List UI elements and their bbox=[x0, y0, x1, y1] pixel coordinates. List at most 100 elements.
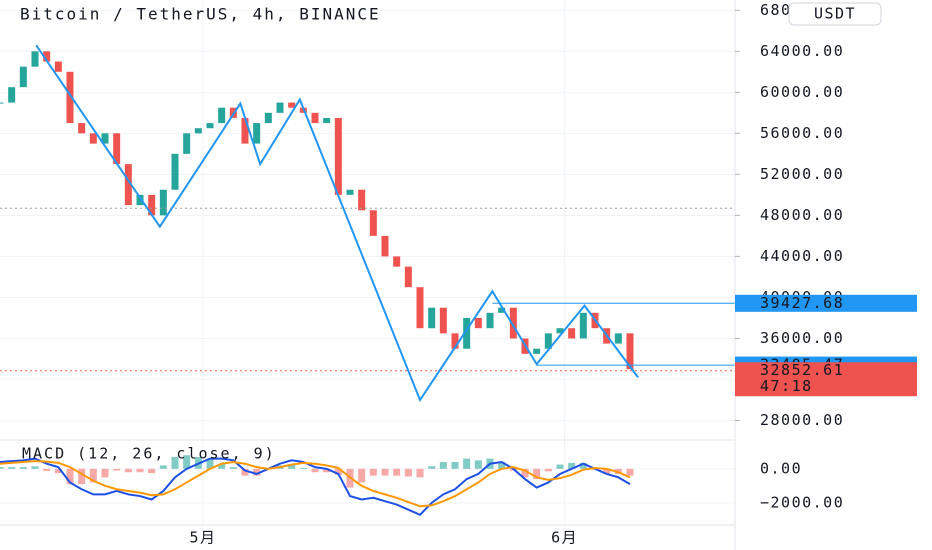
y2-tick-label: 0.00 bbox=[760, 459, 802, 477]
candle bbox=[381, 235, 389, 257]
candle bbox=[334, 117, 342, 195]
candle bbox=[428, 307, 436, 329]
histogram-bar bbox=[113, 468, 121, 471]
histogram-bar bbox=[334, 468, 342, 475]
histogram-bar bbox=[229, 467, 237, 469]
histogram-bar bbox=[474, 460, 482, 469]
candle bbox=[614, 333, 622, 344]
candle bbox=[171, 153, 179, 190]
y-tick-label: 48000.00 bbox=[760, 206, 844, 224]
currency-label[interactable]: USDT bbox=[814, 5, 856, 23]
histogram-bar bbox=[159, 465, 167, 469]
candle bbox=[288, 102, 296, 108]
histogram-bar bbox=[78, 468, 86, 485]
candle bbox=[78, 123, 86, 134]
macd-line bbox=[0, 457, 631, 516]
candle bbox=[194, 128, 202, 134]
histogram-bar bbox=[19, 467, 27, 469]
candle bbox=[0, 102, 4, 104]
histogram-bar bbox=[556, 464, 564, 469]
price-tag bbox=[735, 362, 917, 397]
histogram-bar bbox=[404, 468, 412, 477]
candle bbox=[113, 133, 121, 165]
histogram-bar bbox=[101, 468, 109, 478]
candle bbox=[159, 189, 167, 216]
x-tick-label: 5月 bbox=[189, 529, 216, 547]
histogram-bar bbox=[31, 466, 39, 469]
candle bbox=[509, 307, 517, 339]
plot bbox=[0, 44, 735, 516]
histogram-bar bbox=[533, 468, 541, 480]
candle bbox=[183, 133, 191, 154]
zigzag-line bbox=[35, 44, 639, 403]
price-tag bbox=[735, 294, 917, 312]
histogram-bar bbox=[498, 462, 506, 469]
candle bbox=[346, 189, 354, 195]
histogram-bar bbox=[299, 467, 307, 469]
candle bbox=[66, 71, 74, 124]
histogram-bar bbox=[358, 468, 366, 483]
candle bbox=[451, 333, 459, 349]
candle bbox=[124, 164, 132, 206]
histogram-bar bbox=[463, 458, 471, 469]
histogram-bar bbox=[439, 462, 447, 469]
histogram-bar bbox=[311, 468, 319, 473]
candle bbox=[393, 256, 401, 267]
candle bbox=[323, 117, 331, 124]
candle bbox=[626, 333, 634, 370]
histogram-bar bbox=[171, 456, 179, 469]
candle bbox=[474, 317, 482, 329]
currency-button[interactable] bbox=[788, 2, 882, 26]
candle bbox=[101, 133, 109, 144]
candle bbox=[19, 66, 27, 88]
histogram-bar bbox=[8, 467, 16, 469]
candle bbox=[43, 51, 51, 62]
price-tag-label: 39427.68 bbox=[760, 294, 844, 312]
candle bbox=[148, 194, 156, 216]
y-tick-label: 60000.00 bbox=[760, 83, 844, 101]
y-tick-label: 56000.00 bbox=[760, 124, 844, 142]
histogram-bar bbox=[626, 468, 634, 476]
y-tick-label: 64000.00 bbox=[760, 42, 844, 60]
histogram-bar bbox=[148, 468, 156, 474]
candle bbox=[404, 266, 412, 288]
candle bbox=[486, 312, 494, 329]
candle bbox=[8, 87, 16, 103]
histogram-bar bbox=[381, 468, 389, 476]
candle bbox=[358, 189, 366, 211]
histogram-bar bbox=[124, 468, 132, 473]
histogram-bar bbox=[54, 468, 62, 474]
candle bbox=[568, 328, 576, 339]
candle bbox=[276, 102, 284, 113]
y2-tick-label: −2000.00 bbox=[760, 493, 844, 511]
histogram-bar bbox=[43, 468, 51, 471]
histogram-bar bbox=[89, 468, 97, 483]
candle bbox=[241, 117, 249, 144]
candle bbox=[439, 307, 447, 334]
histogram-bar bbox=[206, 458, 214, 469]
chart-title: Bitcoin / TetherUS, 4h, BINANCE bbox=[20, 5, 381, 24]
candle bbox=[264, 112, 272, 124]
candle bbox=[136, 194, 144, 206]
candle bbox=[556, 328, 564, 334]
candle bbox=[463, 317, 471, 349]
histogram-bar bbox=[544, 468, 552, 472]
countdown: 47:18 bbox=[760, 377, 813, 395]
candle bbox=[416, 287, 424, 329]
candle bbox=[206, 123, 214, 129]
histogram-bar bbox=[369, 468, 377, 476]
histogram-bar bbox=[218, 463, 226, 469]
histogram-bar bbox=[253, 468, 261, 476]
x-tick-label: 6月 bbox=[551, 529, 578, 547]
histogram-bar bbox=[393, 468, 401, 476]
histogram-bar bbox=[521, 468, 529, 478]
candle bbox=[311, 112, 319, 124]
histogram-bar bbox=[288, 464, 296, 469]
histogram-bar bbox=[568, 462, 576, 469]
candle bbox=[89, 133, 97, 144]
candle bbox=[31, 51, 39, 67]
histogram-bar bbox=[66, 468, 74, 485]
